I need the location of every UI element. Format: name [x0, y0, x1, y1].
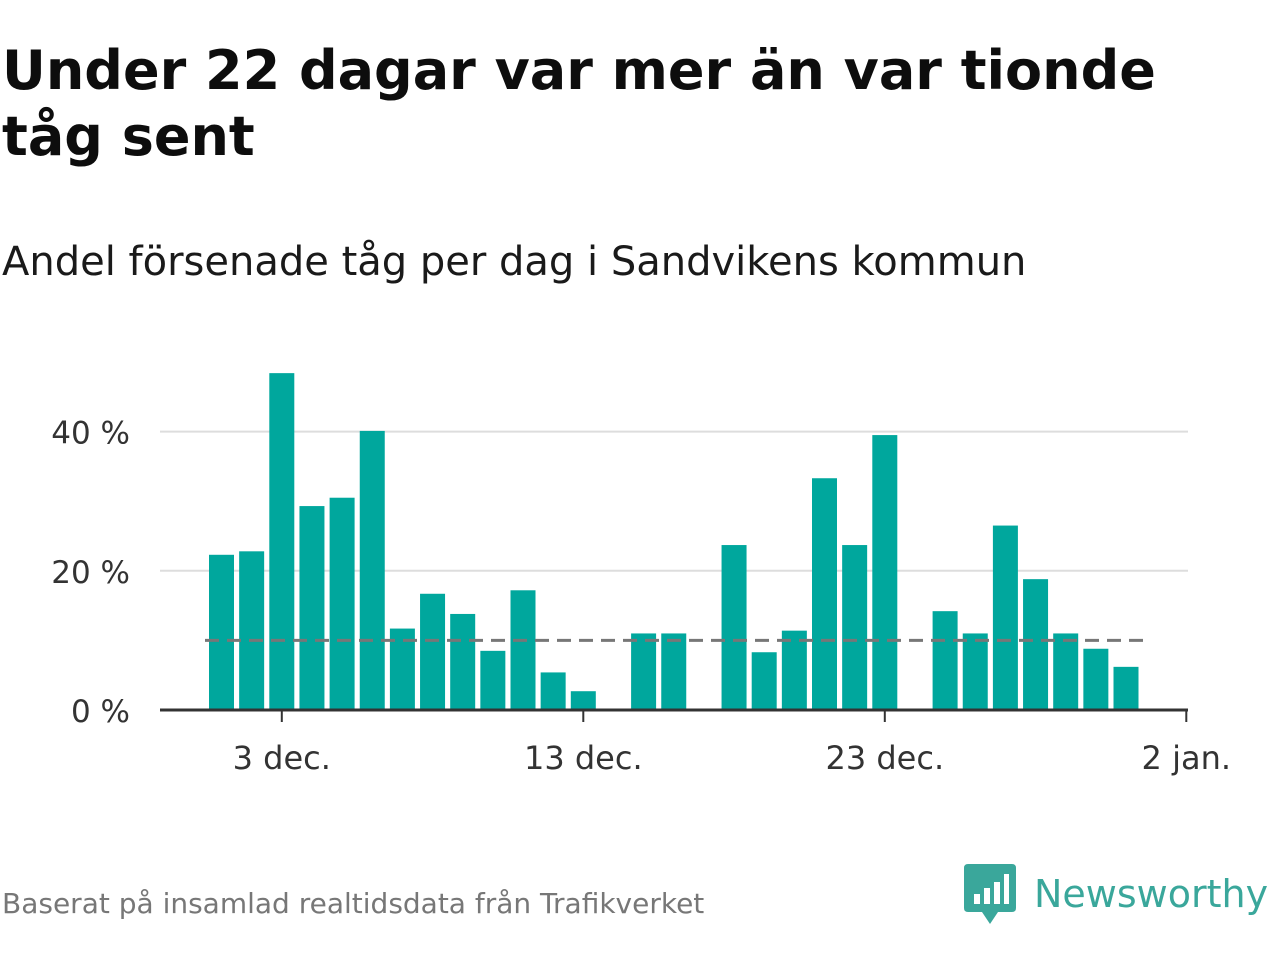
source-note: Baserat på insamlad realtidsdata från Tr…	[2, 887, 705, 920]
bar	[1113, 666, 1139, 710]
newsworthy-logo: Newsworthy	[964, 864, 1268, 924]
y-tick-label: 20 %	[51, 555, 130, 591]
bar	[329, 497, 355, 710]
newsworthy-logo-icon	[964, 864, 1016, 924]
bar	[510, 590, 536, 710]
y-tick-label: 0 %	[71, 694, 130, 730]
bar	[962, 633, 988, 710]
x-tick-label: 3 dec.	[233, 739, 331, 777]
bar	[631, 633, 657, 710]
y-axis-ticks: 0 % 20 % 40 %	[51, 416, 130, 730]
x-tick-label: 2 jan.	[1142, 739, 1231, 777]
x-tick-label: 23 dec.	[825, 739, 944, 777]
x-axis-ticks: 3 dec. 13 dec. 23 dec. 2 jan.	[233, 710, 1231, 777]
bar	[420, 593, 446, 710]
brand-name: Newsworthy	[1034, 872, 1269, 916]
bar	[781, 630, 807, 710]
bar	[570, 691, 596, 710]
bar	[661, 633, 687, 710]
bar	[751, 652, 777, 710]
bar	[1023, 579, 1049, 710]
chart-subtitle: Andel försenade tåg per dag i Sandvikens…	[2, 239, 1027, 285]
bar	[269, 373, 295, 710]
bar	[721, 545, 747, 710]
bar-chart: 0 % 20 % 40 % 3 dec. 13 dec. 23 dec. 2 jan.	[51, 373, 1231, 777]
chart-title: Under 22 dagar var mer än var tionde tåg…	[2, 39, 1156, 168]
x-tick-label: 13 dec.	[524, 739, 643, 777]
bar	[359, 430, 385, 710]
bar	[209, 554, 234, 710]
bar	[480, 650, 506, 710]
bar	[389, 628, 415, 710]
bar	[842, 545, 868, 710]
bar	[540, 672, 566, 710]
bars	[209, 373, 1139, 710]
bar	[932, 611, 958, 710]
y-tick-label: 40 %	[51, 416, 130, 452]
bar	[992, 525, 1018, 710]
bar	[1083, 648, 1109, 710]
bar	[872, 435, 898, 710]
bar	[1053, 633, 1079, 710]
bar	[450, 613, 476, 710]
bar	[299, 506, 325, 710]
bar	[239, 551, 265, 710]
bar	[812, 478, 837, 710]
